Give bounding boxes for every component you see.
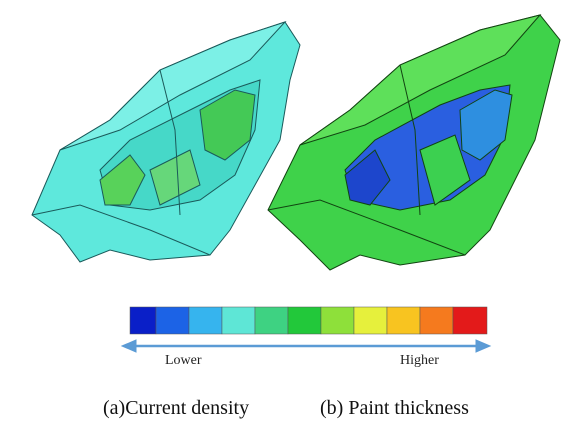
low-label: Lower [165, 353, 202, 368]
caption-b: (b) Paint thickness [320, 397, 469, 419]
car-a [32, 22, 300, 262]
caption-a: (a)Current density [103, 397, 249, 419]
scale-arrow [122, 340, 490, 352]
high-label: Higher [400, 353, 439, 368]
car-b [268, 15, 560, 270]
color-scale [130, 307, 487, 334]
figure: Lower Higher (a)Current density (b) Pain… [0, 0, 586, 425]
